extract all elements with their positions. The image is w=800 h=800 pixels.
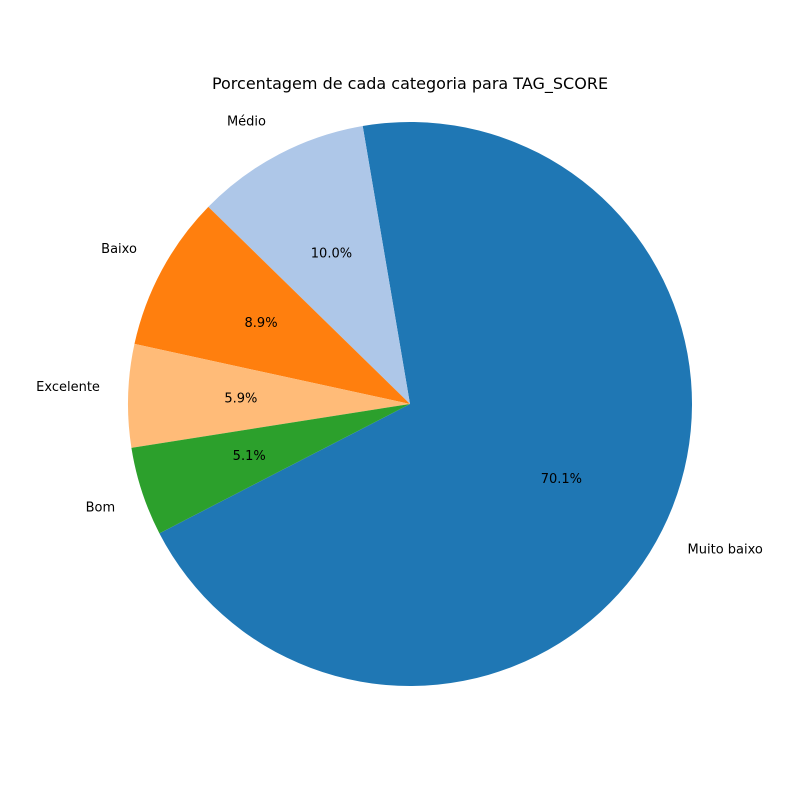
slice-percent-excelente: 5.9% <box>224 392 257 407</box>
slices-layer <box>128 122 693 687</box>
slice-percent-bom: 5.1% <box>233 449 266 464</box>
slice-label-baixo: Baixo <box>101 242 137 257</box>
slice-label-muito-baixo: Muito baixo <box>688 543 763 558</box>
slice-label-medio: Médio <box>227 114 266 129</box>
slice-percent-muito-baixo: 70.1% <box>541 472 582 487</box>
labels-layer: Muito baixo 70.1% Médio 10.0% Baixo 8.9% Excel… <box>36 114 763 557</box>
slice-label-bom: Bom <box>86 500 116 515</box>
slice-label-excelente: Excelente <box>36 380 100 395</box>
pie-slice-baixo <box>134 206 410 404</box>
pie-slice-medio <box>208 126 410 404</box>
pie-slice-bom <box>131 404 410 534</box>
pie-slice-excelente <box>128 343 410 448</box>
slice-percent-baixo: 8.9% <box>245 316 278 331</box>
chart-title: Porcentagem de cada categoria para TAG_S… <box>212 74 608 94</box>
pie-slice-muito-baixo <box>159 122 693 687</box>
slice-percent-medio: 10.0% <box>311 247 352 262</box>
